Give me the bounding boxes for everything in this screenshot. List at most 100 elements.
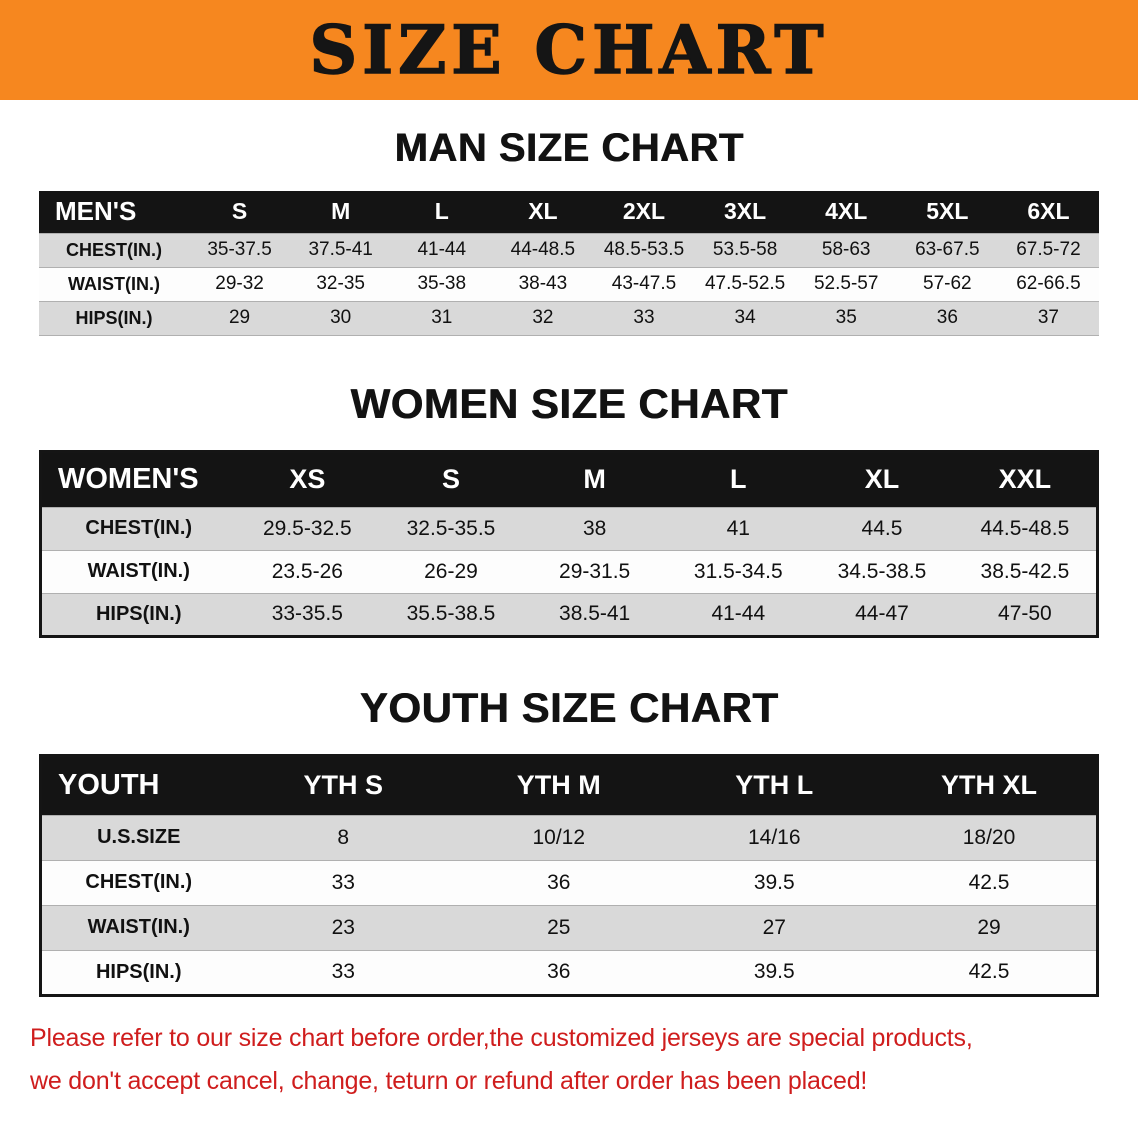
size-header-cell: XXL — [953, 451, 1098, 507]
size-header-cell: 6XL — [997, 191, 1099, 233]
value-cell: 34.5-38.5 — [810, 549, 954, 593]
value-cell: 44-47 — [810, 592, 954, 636]
value-cell: 62-66.5 — [997, 266, 1099, 301]
table-row: CHEST(IN.) 35-37.5 37.5-41 41-44 44-48.5 48.5… — [39, 232, 1099, 267]
size-header-cell: 3XL — [694, 191, 796, 233]
value-cell: 42.5 — [882, 859, 1098, 905]
value-cell: 44.5 — [810, 506, 954, 550]
value-cell: 33 — [235, 859, 451, 905]
value-cell: 14/16 — [666, 814, 882, 860]
value-cell: 44-48.5 — [492, 232, 594, 267]
youth-size-table: YOUTH YTH S YTH M YTH L YTH XL U.S.SIZE 8 10/12… — [39, 753, 1099, 997]
value-cell: 29 — [189, 300, 291, 335]
value-cell: 43-47.5 — [593, 266, 695, 301]
table-row: HIPS(IN.) 33 36 39.5 42.5 — [40, 949, 1098, 995]
value-cell: 52.5-57 — [795, 266, 897, 301]
table-header-row: WOMEN'S XS S M L XL XXL — [40, 451, 1098, 507]
value-cell: 47-50 — [953, 592, 1098, 636]
size-header-cell: M — [522, 451, 667, 507]
size-header-cell: XL — [810, 451, 954, 507]
value-cell: 33 — [593, 300, 695, 335]
value-cell: 39.5 — [666, 949, 882, 995]
value-cell: 23.5-26 — [235, 549, 380, 593]
size-header-cell: YTH L — [666, 755, 882, 815]
value-cell: 38 — [522, 506, 667, 550]
table-header-row: MEN'S S M L XL 2XL 3XL 4XL 5XL 6XL — [39, 191, 1099, 233]
value-cell: 31.5-34.5 — [666, 549, 811, 593]
value-cell: 35 — [795, 300, 897, 335]
youth-size-section: YOUTH SIZE CHART YOUTH YTH S YTH M YTH L YTH… — [0, 684, 1138, 997]
value-cell: 41-44 — [666, 592, 811, 636]
value-cell: 44.5-48.5 — [953, 506, 1098, 550]
table-row: HIPS(IN.) 33-35.5 35.5-38.5 38.5-41 41-44 44-… — [40, 592, 1098, 636]
value-cell: 32-35 — [290, 266, 392, 301]
table-row: U.S.SIZE 8 10/12 14/16 18/20 — [40, 814, 1098, 860]
value-cell: 41-44 — [391, 232, 493, 267]
value-cell: 31 — [391, 300, 493, 335]
men-section-heading: MAN SIZE CHART — [394, 126, 744, 170]
size-header-cell: 4XL — [795, 191, 897, 233]
table-title-cell: WOMEN'S — [40, 451, 236, 507]
value-cell: 29.5-32.5 — [235, 506, 380, 550]
value-cell: 37 — [997, 300, 1099, 335]
value-cell: 38-43 — [492, 266, 594, 301]
value-cell: 63-67.5 — [896, 232, 998, 267]
size-header-cell: S — [379, 451, 523, 507]
men-size-table: MEN'S S M L XL 2XL 3XL 4XL 5XL 6XL CHEST(IN.) 35-37… — [39, 191, 1099, 336]
value-cell: 67.5-72 — [997, 232, 1099, 267]
value-cell: 36 — [896, 300, 998, 335]
value-cell: 37.5-41 — [290, 232, 392, 267]
value-cell: 32.5-35.5 — [379, 506, 523, 550]
table-row: CHEST(IN.) 33 36 39.5 42.5 — [40, 859, 1098, 905]
value-cell: 33 — [235, 949, 451, 995]
size-header-cell: 5XL — [896, 191, 998, 233]
value-cell: 36 — [451, 949, 667, 995]
value-cell: 35-38 — [391, 266, 493, 301]
row-label-cell: WAIST(IN.) — [40, 904, 236, 950]
row-label-cell: HIPS(IN.) — [39, 300, 189, 335]
disclaimer-note: Please refer to our size chart before or… — [30, 1017, 1138, 1103]
row-label-cell: CHEST(IN.) — [40, 859, 236, 905]
row-label-cell: CHEST(IN.) — [39, 232, 189, 267]
table-header-row: YOUTH YTH S YTH M YTH L YTH XL — [40, 755, 1098, 815]
size-header-cell: 2XL — [593, 191, 695, 233]
size-header-cell: S — [189, 191, 291, 233]
women-size-table: WOMEN'S XS S M L XL XXL CHEST(IN.) 29.5-32.5 32.5… — [39, 449, 1099, 638]
value-cell: 29-31.5 — [522, 549, 667, 593]
table-row: HIPS(IN.) 29 30 31 32 33 34 35 36 37 — [39, 300, 1099, 335]
size-header-cell: L — [391, 191, 493, 233]
value-cell: 8 — [235, 814, 451, 860]
value-cell: 29-32 — [189, 266, 291, 301]
value-cell: 30 — [290, 300, 392, 335]
row-label-cell: CHEST(IN.) — [40, 506, 236, 550]
value-cell: 42.5 — [882, 949, 1098, 995]
row-label-cell: HIPS(IN.) — [40, 592, 236, 636]
value-cell: 34 — [694, 300, 796, 335]
value-cell: 38.5-41 — [522, 592, 667, 636]
value-cell: 33-35.5 — [235, 592, 380, 636]
table-title-cell: MEN'S — [39, 191, 189, 233]
row-label-cell: WAIST(IN.) — [40, 549, 236, 593]
size-header-cell: XL — [492, 191, 594, 233]
value-cell: 39.5 — [666, 859, 882, 905]
table-row: WAIST(IN.) 29-32 32-35 35-38 38-43 43-47.5 47.… — [39, 266, 1099, 301]
value-cell: 10/12 — [451, 814, 667, 860]
table-row: WAIST(IN.) 23 25 27 29 — [40, 904, 1098, 950]
value-cell: 23 — [235, 904, 451, 950]
row-label-cell: U.S.SIZE — [40, 814, 236, 860]
youth-section-heading: YOUTH SIZE CHART — [359, 683, 779, 731]
size-header-cell: YTH XL — [882, 755, 1098, 815]
value-cell: 29 — [882, 904, 1098, 950]
table-row: WAIST(IN.) 23.5-26 26-29 29-31.5 31.5-34.5 34… — [40, 549, 1098, 593]
size-header-cell: YTH S — [235, 755, 451, 815]
table-title-cell: YOUTH — [40, 755, 236, 815]
size-header-cell: M — [290, 191, 392, 233]
value-cell: 27 — [666, 904, 882, 950]
value-cell: 35.5-38.5 — [379, 592, 523, 636]
disclaimer-line-1: Please refer to our size chart before or… — [30, 1023, 973, 1052]
disclaimer-line-2: we don't accept cancel, change, teturn o… — [30, 1066, 868, 1095]
size-header-cell: XS — [235, 451, 380, 507]
value-cell: 47.5-52.5 — [694, 266, 796, 301]
value-cell: 25 — [451, 904, 667, 950]
size-header-cell: YTH M — [451, 755, 667, 815]
